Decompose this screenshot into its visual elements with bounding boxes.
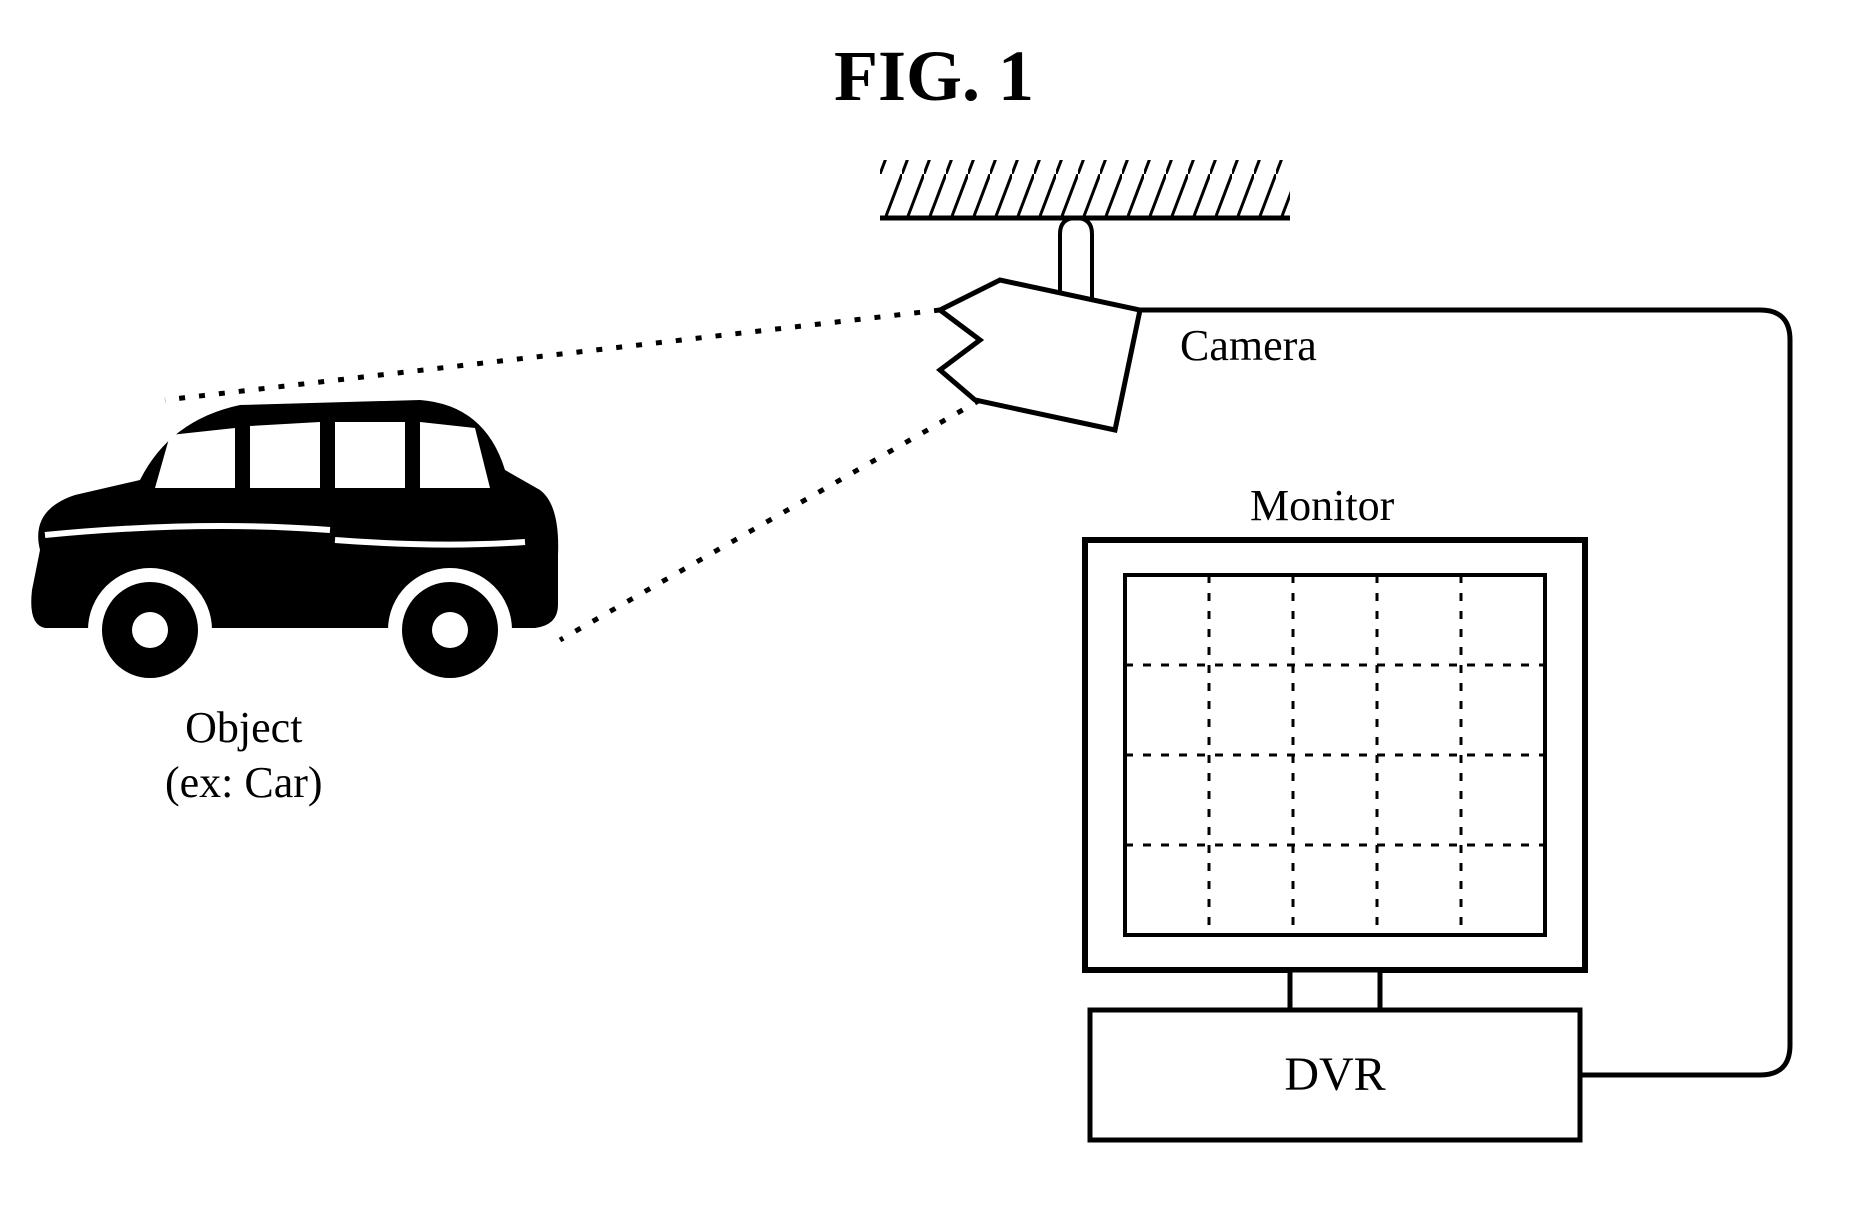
diagram-svg: DVR (0, 0, 1868, 1221)
object-label: Object (ex: Car) (165, 700, 323, 810)
object-label-line2: (ex: Car) (165, 755, 323, 810)
monitor-icon (1085, 540, 1585, 1010)
camera-icon (940, 280, 1140, 430)
car-icon (31, 400, 558, 692)
camera-label: Camera (1180, 320, 1317, 371)
fov-line-upper (165, 310, 940, 400)
ceiling-mount (880, 160, 1290, 218)
dvr-label: DVR (1284, 1048, 1385, 1101)
dvr-box: DVR (1090, 1010, 1580, 1140)
object-label-line1: Object (165, 700, 323, 755)
fov-line-lower (560, 400, 980, 640)
monitor-label: Monitor (1250, 480, 1394, 531)
figure-canvas: FIG. 1 (0, 0, 1868, 1221)
